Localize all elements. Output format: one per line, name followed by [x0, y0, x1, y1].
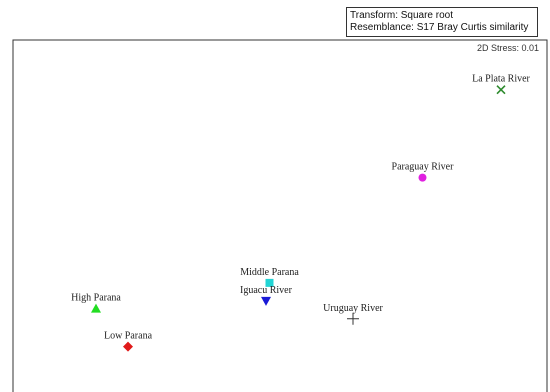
- point-label-high-parana: High Parana: [71, 293, 121, 304]
- point-label-iguacu-river: Iguacu River: [240, 285, 293, 296]
- point-marker-high-parana: [91, 303, 101, 313]
- point-label-middle-parana: Middle Parana: [240, 267, 299, 278]
- point-label-uruguay-river: Uruguay River: [323, 303, 383, 314]
- point-marker-iguacu-river: [261, 296, 271, 306]
- point-marker-middle-parana: [265, 278, 274, 287]
- points-layer: La Plata River Paraguay River Middle Paran…: [71, 74, 531, 352]
- point-label-la-plata-river: La Plata River: [472, 74, 530, 85]
- point-marker-la-plata-river: [496, 85, 506, 95]
- transform-text: Transform: Square root: [350, 10, 454, 21]
- stress-label: 2D Stress: 0.01: [477, 43, 539, 53]
- point-label-paraguay-river: Paraguay River: [392, 162, 455, 173]
- point-marker-uruguay-river: [347, 312, 359, 325]
- point-marker-paraguay-river: [418, 173, 427, 182]
- point-marker-low-parana: [123, 341, 133, 352]
- plot-frame: [12, 39, 548, 392]
- resemblance-text: Resemblance: S17 Bray Curtis similarity: [350, 22, 529, 33]
- info-box: Transform: Square root Resemblance: S17 …: [346, 7, 538, 37]
- point-label-low-parana: Low Parana: [104, 331, 153, 342]
